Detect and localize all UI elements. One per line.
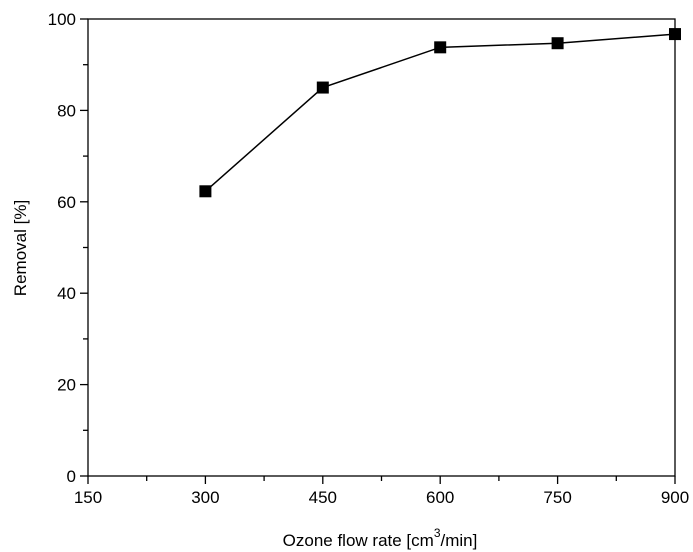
y-tick-label: 20 xyxy=(57,376,76,395)
x-axis-title-suffix: /min] xyxy=(441,531,478,550)
y-tick-label: 100 xyxy=(48,10,76,29)
series-line xyxy=(204,33,676,192)
data-point xyxy=(434,41,447,54)
x-tick-label: 900 xyxy=(661,488,689,507)
data-point xyxy=(669,28,681,41)
y-tick-label: 0 xyxy=(67,467,76,486)
y-tick-label: 80 xyxy=(57,101,76,120)
data-point xyxy=(316,81,329,94)
y-axis-title: Removal [%] xyxy=(11,200,30,296)
x-axis-title-superscript: 3 xyxy=(434,526,441,540)
x-axis-title-main: Ozone flow rate [cm xyxy=(283,531,434,550)
x-tick-label: 750 xyxy=(543,488,571,507)
series-layer xyxy=(199,28,681,198)
data-point xyxy=(551,37,564,50)
plot-frame xyxy=(87,18,676,477)
y-axis-ticks: 0 20 40 60 80 100 xyxy=(48,10,88,486)
x-tick-label: 150 xyxy=(74,488,102,507)
data-point xyxy=(199,185,212,198)
x-tick-label: 600 xyxy=(426,488,454,507)
x-axis-title: Ozone flow rate [cm3/min] xyxy=(283,526,478,550)
y-tick-label: 40 xyxy=(57,284,76,303)
x-tick-label: 300 xyxy=(191,488,219,507)
plot-border xyxy=(87,18,676,477)
x-axis-ticks: 150 300 450 600 750 900 xyxy=(74,476,689,507)
x-tick-label: 450 xyxy=(309,488,337,507)
y-tick-label: 60 xyxy=(57,193,76,212)
